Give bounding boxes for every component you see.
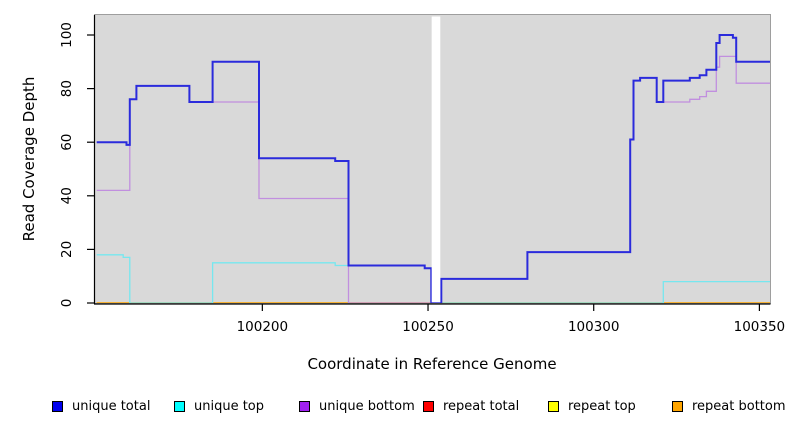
series-line-unique-total bbox=[96, 34, 770, 304]
y-tick-label: 40 bbox=[59, 187, 75, 204]
y-tick-label: 100 bbox=[59, 22, 75, 48]
x-tick-label: 100200 bbox=[237, 319, 289, 335]
y-tick-label: 0 bbox=[59, 299, 75, 308]
x-tick-label: 100350 bbox=[734, 319, 786, 335]
missing-data-band bbox=[431, 16, 441, 303]
y-tick-label: 60 bbox=[59, 134, 75, 151]
y-axis-title: Read Coverage Depth bbox=[20, 77, 38, 242]
y-tick-label: 20 bbox=[59, 241, 75, 258]
y-tick-label: 80 bbox=[59, 80, 75, 97]
x-tick-label: 100300 bbox=[568, 319, 620, 335]
x-tick-label: 100250 bbox=[402, 319, 454, 335]
x-axis-title: Coordinate in Reference Genome bbox=[307, 355, 556, 373]
